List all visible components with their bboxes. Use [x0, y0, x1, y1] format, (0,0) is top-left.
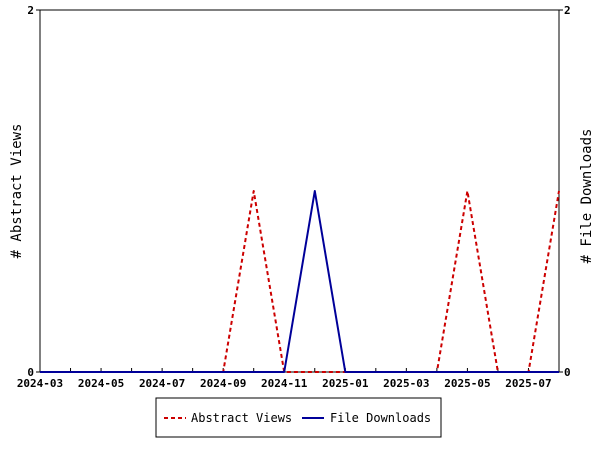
series-line-file-downloads	[40, 190, 559, 373]
legend-box	[155, 397, 442, 438]
y-left-tick-label: 2	[27, 4, 34, 17]
x-tick-label: 2024-11	[261, 377, 308, 390]
x-tick-label: 2025-05	[444, 377, 490, 390]
plot-area	[39, 9, 560, 373]
legend-label-file-downloads: File Downloads	[330, 411, 431, 425]
x-tick-label: 2024-09	[200, 377, 246, 390]
y-left-tick-label: 0	[27, 366, 34, 379]
x-tick-label: 2025-03	[383, 377, 429, 390]
x-tick-label: 2025-01	[322, 377, 369, 390]
y-right-tick-label: 2	[564, 4, 571, 17]
y-left-axis-title: # Abstract Views	[9, 124, 25, 259]
y-right-tick-label: 0	[564, 366, 571, 379]
legend: Abstract Views File Downloads	[155, 397, 442, 438]
x-tick-label: 2025-07	[505, 377, 551, 390]
x-tick-label: 2024-03	[17, 377, 63, 390]
series-lines	[40, 190, 560, 373]
x-tick-labels: 2024-03 2024-05 2024-07 2024-09 2024-11 2025-…	[17, 377, 552, 390]
x-tick-label: 2024-07	[139, 377, 185, 390]
y-right-axis-title: # File Downloads	[579, 129, 595, 264]
x-tick-label: 2024-05	[78, 377, 124, 390]
legend-label-abstract-views: Abstract Views	[191, 411, 292, 425]
y-right-ticks: 02	[559, 4, 571, 379]
y-left-ticks: 02	[27, 4, 40, 379]
